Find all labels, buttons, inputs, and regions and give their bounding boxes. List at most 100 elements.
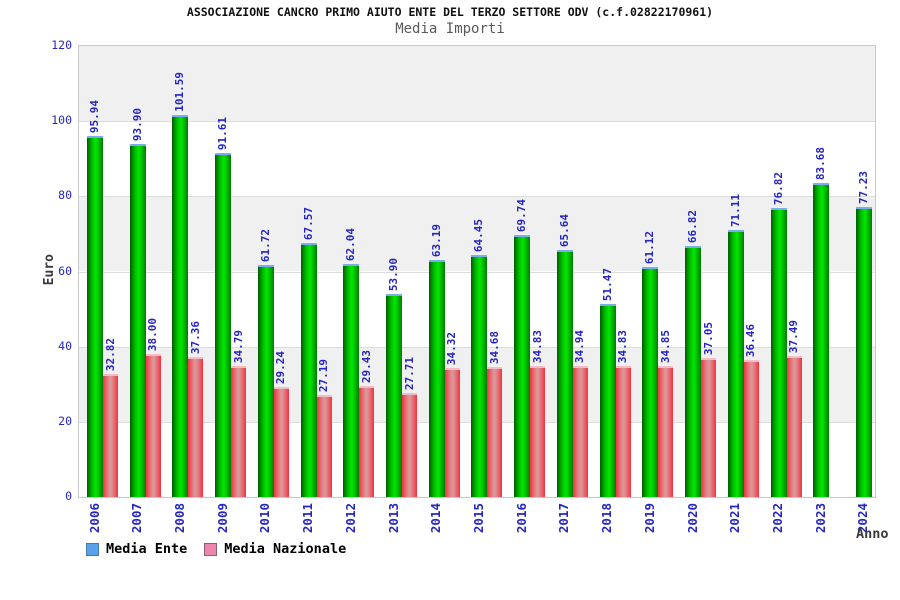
y-tick-label: 40 bbox=[58, 338, 72, 353]
x-tick-label-2023: 2023 bbox=[812, 503, 828, 534]
media-nazionale-bar-2012 bbox=[359, 386, 375, 497]
media-ente-swatch-icon bbox=[86, 542, 99, 556]
bar-value-label: 64.45 bbox=[472, 218, 486, 252]
gridline bbox=[79, 121, 875, 123]
x-tick-label-2008: 2008 bbox=[171, 503, 187, 534]
media-ente-bar-2018 bbox=[599, 304, 616, 497]
chart-title: ASSOCIAZIONE CANCRO PRIMO AIUTO ENTE DEL… bbox=[186, 5, 714, 19]
x-tick-label-2011: 2011 bbox=[300, 503, 316, 534]
bar-value-label: 91.61 bbox=[216, 116, 230, 150]
x-tick-label-2015: 2015 bbox=[470, 503, 486, 534]
bar-value-label: 101.59 bbox=[173, 72, 187, 112]
media-nazionale-bar-2014 bbox=[444, 368, 460, 497]
y-tick-label: 100 bbox=[51, 113, 72, 128]
legend: Media Ente Media Nazionale bbox=[86, 541, 346, 557]
media-nazionale-bar-2009 bbox=[231, 366, 247, 497]
legend-label-media-nazionale: Media Nazionale bbox=[224, 541, 347, 557]
x-tick-label-2020: 2020 bbox=[684, 503, 700, 534]
media-nazionale-bar-2017 bbox=[572, 366, 588, 497]
bar-value-label: 61.12 bbox=[643, 230, 657, 264]
media-ente-bar-2008 bbox=[172, 115, 189, 497]
media-ente-bar-2013 bbox=[386, 294, 403, 497]
media-nazionale-bar-2010 bbox=[273, 387, 289, 497]
x-tick-label-2009: 2009 bbox=[214, 503, 230, 534]
bar-value-label: 71.11 bbox=[728, 193, 742, 227]
bar-value-label: 37.49 bbox=[787, 319, 801, 353]
media-ente-bar-2017 bbox=[556, 250, 573, 497]
bar-value-label: 34.94 bbox=[573, 329, 587, 363]
x-tick-label-2007: 2007 bbox=[129, 503, 145, 534]
bar-value-label: 66.82 bbox=[686, 209, 700, 243]
bar-value-label: 77.23 bbox=[856, 170, 870, 204]
media-nazionale-bar-2006 bbox=[103, 374, 118, 497]
legend-item-media-nazionale: Media Nazionale bbox=[204, 541, 346, 557]
x-tick-label-2006: 2006 bbox=[86, 503, 102, 534]
bar-value-label: 67.57 bbox=[301, 206, 315, 240]
bar-value-label: 34.85 bbox=[658, 329, 672, 363]
bar-value-label: 83.68 bbox=[814, 146, 828, 180]
bar-value-label: 29.43 bbox=[359, 349, 373, 383]
media-ente-bar-2011 bbox=[300, 243, 317, 497]
bar-value-label: 61.72 bbox=[258, 228, 272, 262]
y-tick-label: 60 bbox=[58, 263, 72, 278]
media-nazionale-bar-2008 bbox=[188, 357, 204, 497]
media-ente-bar-2022 bbox=[770, 208, 787, 497]
legend-label-media-ente: Media Ente bbox=[106, 541, 188, 557]
bar-value-label: 51.47 bbox=[600, 267, 614, 301]
x-tick-label-2018: 2018 bbox=[599, 503, 615, 534]
bar-value-label: 34.83 bbox=[530, 329, 544, 363]
x-axis-title: Anno bbox=[856, 526, 889, 542]
bar-value-label: 37.05 bbox=[701, 321, 715, 355]
media-ente-bar-2019 bbox=[642, 267, 659, 497]
bar-value-label: 93.90 bbox=[130, 107, 144, 141]
media-nazionale-bar-2016 bbox=[530, 366, 546, 497]
legend-item-media-ente: Media Ente bbox=[86, 541, 187, 557]
media-nazionale-bar-2013 bbox=[402, 393, 418, 497]
plot-area: 95.94 32.82 93.90 38.00 101.59 37.36 91.61 34.7… bbox=[78, 45, 876, 498]
x-tick-label-2021: 2021 bbox=[727, 503, 743, 534]
media-nazionale-swatch-icon bbox=[204, 542, 218, 556]
y-tick-label: 0 bbox=[65, 489, 72, 503]
media-nazionale-bar-2020 bbox=[701, 358, 717, 497]
bar-value-label: 76.82 bbox=[771, 171, 785, 205]
grid-band bbox=[79, 121, 875, 197]
bar-value-label: 95.94 bbox=[88, 99, 101, 133]
media-ente-bar-2010 bbox=[257, 265, 274, 497]
y-tick-label: 80 bbox=[58, 188, 72, 203]
media-nazionale-bar-2022 bbox=[786, 356, 802, 497]
y-tick-label: 20 bbox=[58, 413, 72, 428]
bar-value-label: 37.36 bbox=[188, 320, 202, 354]
media-ente-bar-2021 bbox=[727, 230, 744, 497]
x-tick-label-2017: 2017 bbox=[556, 503, 572, 534]
bar-value-label: 62.04 bbox=[344, 227, 358, 261]
media-ente-bar-2016 bbox=[514, 235, 531, 497]
x-tick-label-2019: 2019 bbox=[641, 503, 657, 534]
media-nazionale-bar-2011 bbox=[316, 395, 332, 497]
bar-value-label: 65.64 bbox=[557, 213, 571, 247]
media-ente-bar-2012 bbox=[343, 264, 360, 497]
media-nazionale-bar-2018 bbox=[615, 366, 631, 497]
bar-value-label: 38.00 bbox=[146, 317, 160, 351]
bar-value-label: 29.24 bbox=[274, 350, 288, 384]
bar-value-label: 34.32 bbox=[445, 331, 459, 365]
bar-value-label: 53.90 bbox=[387, 257, 401, 291]
x-tick-label-2022: 2022 bbox=[770, 503, 786, 534]
media-ente-bar-2014 bbox=[428, 260, 445, 497]
media-ente-bar-2024 bbox=[855, 207, 872, 497]
chart-subtitle: Media Importi bbox=[395, 21, 505, 37]
bar-value-label: 34.79 bbox=[231, 329, 245, 363]
bar-value-label: 69.74 bbox=[515, 198, 529, 232]
media-ente-bar-2020 bbox=[685, 246, 702, 497]
media-ente-bar-2015 bbox=[471, 255, 488, 497]
x-tick-label-2016: 2016 bbox=[513, 503, 529, 534]
bar-value-label: 63.19 bbox=[429, 223, 443, 257]
x-tick-label-2013: 2013 bbox=[385, 503, 401, 534]
media-ente-bar-2009 bbox=[215, 153, 232, 497]
bar-value-label: 34.68 bbox=[487, 330, 501, 364]
bar-value-label: 27.19 bbox=[317, 358, 331, 392]
x-tick-label-2012: 2012 bbox=[342, 503, 358, 534]
bar-value-label: 36.46 bbox=[744, 323, 758, 357]
media-ente-bar-2023 bbox=[813, 183, 830, 497]
media-ente-bar-2007 bbox=[129, 144, 146, 497]
